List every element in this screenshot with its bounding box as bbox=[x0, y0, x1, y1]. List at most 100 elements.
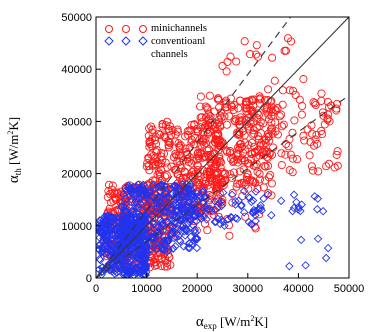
point-conventional bbox=[276, 196, 286, 206]
point-minichannels bbox=[234, 145, 243, 154]
point-minichannels bbox=[216, 108, 226, 117]
point-minichannels bbox=[151, 132, 160, 141]
point-conventional bbox=[111, 248, 121, 257]
x-axis-label-sub: exp bbox=[204, 321, 217, 331]
point-minichannels bbox=[260, 136, 269, 145]
point-minichannels bbox=[218, 199, 227, 208]
point-minichannels bbox=[270, 76, 279, 85]
point-minichannels bbox=[307, 162, 316, 171]
point-minichannels bbox=[214, 182, 223, 191]
point-conventional bbox=[110, 225, 119, 235]
point-minichannels bbox=[170, 165, 179, 174]
point-minichannels bbox=[273, 104, 282, 113]
point-minichannels bbox=[217, 113, 226, 122]
point-conventional bbox=[138, 226, 147, 235]
x-axis-label-unit-end: K] bbox=[254, 314, 268, 329]
point-minichannels bbox=[251, 50, 261, 59]
point-minichannels bbox=[235, 117, 244, 126]
point-minichannels bbox=[181, 144, 190, 153]
point-conventional bbox=[114, 213, 124, 223]
y-tick-label: 40000 bbox=[61, 64, 92, 76]
point-conventional bbox=[160, 188, 170, 198]
point-minichannels bbox=[211, 123, 220, 132]
point-conventional bbox=[164, 235, 173, 245]
point-minichannels bbox=[246, 155, 255, 164]
point-conventional bbox=[97, 267, 106, 277]
point-minichannels bbox=[105, 190, 115, 199]
point-minichannels bbox=[291, 90, 300, 99]
point-conventional bbox=[185, 187, 194, 196]
point-minichannels bbox=[226, 170, 235, 179]
point-minichannels bbox=[196, 92, 205, 101]
y-axis-label-sup: 2 bbox=[6, 131, 15, 135]
reference-line-parity bbox=[96, 17, 349, 278]
point-minichannels bbox=[267, 111, 276, 120]
point-conventional bbox=[159, 245, 169, 255]
point-minichannels bbox=[245, 113, 254, 123]
point-minichannels bbox=[172, 151, 181, 160]
point-minichannels bbox=[253, 167, 262, 176]
point-conventional bbox=[157, 217, 166, 227]
point-conventional bbox=[120, 203, 130, 212]
point-minichannels bbox=[263, 161, 273, 170]
point-minichannels bbox=[253, 52, 263, 61]
point-conventional bbox=[154, 227, 163, 237]
point-conventional bbox=[231, 196, 240, 206]
point-conventional bbox=[154, 209, 163, 219]
point-minichannels bbox=[156, 172, 165, 181]
point-minichannels bbox=[228, 189, 237, 198]
point-conventional bbox=[166, 184, 176, 193]
point-minichannels bbox=[203, 103, 212, 112]
point-conventional bbox=[131, 194, 141, 204]
point-minichannels bbox=[293, 155, 302, 164]
point-conventional bbox=[135, 250, 144, 259]
point-conventional bbox=[137, 185, 147, 194]
point-conventional bbox=[138, 257, 148, 267]
legend-marker-diamond bbox=[121, 36, 131, 46]
y-axis-label: αth [W/m2K] bbox=[6, 117, 23, 183]
point-minichannels bbox=[312, 130, 321, 139]
point-minichannels bbox=[204, 145, 213, 154]
point-minichannels bbox=[240, 131, 249, 140]
point-minichannels bbox=[305, 151, 314, 160]
point-minichannels bbox=[195, 175, 204, 185]
point-minichannels bbox=[198, 136, 208, 145]
point-conventional bbox=[126, 188, 136, 198]
point-conventional bbox=[147, 204, 156, 214]
point-minichannels bbox=[159, 149, 169, 158]
point-minichannels bbox=[194, 127, 203, 136]
point-minichannels bbox=[264, 85, 273, 94]
point-minichannels bbox=[253, 184, 262, 193]
point-minichannels bbox=[164, 143, 173, 152]
point-minichannels bbox=[288, 86, 298, 95]
point-minichannels bbox=[245, 50, 255, 59]
point-minichannels bbox=[310, 141, 319, 150]
point-minichannels bbox=[223, 147, 232, 156]
point-conventional bbox=[125, 244, 134, 254]
point-minichannels bbox=[307, 129, 317, 138]
point-minichannels bbox=[266, 171, 275, 180]
point-minichannels bbox=[197, 113, 206, 122]
point-conventional bbox=[313, 204, 322, 214]
point-conventional bbox=[97, 227, 106, 237]
point-minichannels bbox=[206, 154, 215, 163]
point-conventional bbox=[116, 265, 126, 275]
point-minichannels bbox=[227, 101, 236, 110]
point-minichannels bbox=[311, 135, 320, 144]
point-minichannels bbox=[228, 198, 237, 207]
point-minichannels bbox=[190, 120, 199, 130]
point-conventional bbox=[289, 203, 299, 213]
point-minichannels bbox=[220, 170, 229, 179]
point-minichannels bbox=[145, 142, 154, 151]
point-conventional bbox=[323, 243, 333, 253]
point-conventional bbox=[169, 217, 179, 227]
point-conventional bbox=[234, 196, 243, 205]
point-minichannels bbox=[308, 166, 317, 175]
point-minichannels bbox=[233, 155, 242, 164]
point-conventional bbox=[96, 220, 105, 230]
reference-lines bbox=[96, 17, 349, 278]
point-conventional bbox=[136, 237, 146, 247]
point-conventional bbox=[120, 195, 130, 204]
legend-label-conventional: conventioanl bbox=[151, 36, 205, 47]
point-minichannels bbox=[151, 160, 160, 169]
